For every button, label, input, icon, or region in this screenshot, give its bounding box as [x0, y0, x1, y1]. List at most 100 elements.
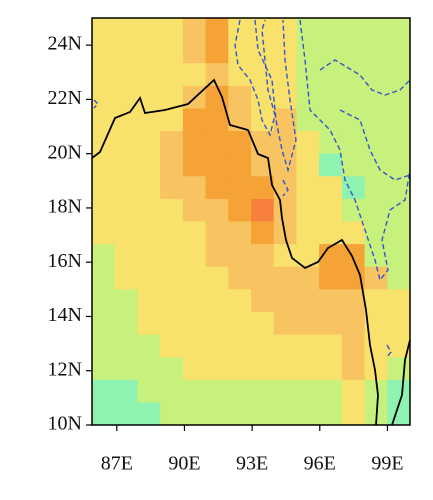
- grid-cell: [387, 198, 411, 222]
- grid-cell: [137, 334, 161, 358]
- grid-cell: [182, 153, 207, 177]
- grid-cell: [364, 357, 388, 381]
- grid-cell: [182, 63, 207, 87]
- grid-cell: [273, 63, 297, 87]
- grid-cell: [114, 131, 138, 155]
- grid-cell: [341, 402, 366, 426]
- contour: [234, 19, 276, 137]
- grid-cell: [114, 63, 138, 87]
- y-tick-label: 16N: [48, 250, 82, 272]
- grid-cell: [137, 40, 161, 64]
- grid-cell: [251, 40, 275, 64]
- contour: [386, 344, 392, 358]
- grid-cell: [364, 334, 388, 358]
- grid-cell: [182, 244, 207, 268]
- grid-cell: [92, 289, 116, 313]
- grid-cell: [160, 357, 184, 381]
- grid-cell: [341, 334, 366, 358]
- grid-cell: [296, 85, 320, 109]
- grid-cell: [114, 221, 138, 245]
- grid-cell: [228, 198, 252, 222]
- grid-cell: [364, 198, 388, 222]
- grid-cell: [205, 18, 229, 42]
- grid-cell: [160, 244, 184, 268]
- grid-cell: [137, 289, 161, 313]
- grid-cell: [387, 63, 411, 87]
- grid-cell: [387, 176, 411, 200]
- grid-cell: [137, 131, 161, 155]
- grid-cell: [251, 402, 275, 426]
- grid-cell: [364, 85, 388, 109]
- grid-cell: [92, 221, 116, 245]
- grid-cell: [341, 379, 366, 403]
- grid-cell: [387, 334, 411, 358]
- grid-cell: [137, 198, 161, 222]
- grid-cell: [92, 153, 116, 177]
- grid-cell: [273, 85, 297, 109]
- grid-cell: [364, 153, 388, 177]
- grid-cell: [182, 311, 207, 336]
- y-tick-label: 20N: [48, 141, 82, 163]
- grid-cell: [205, 266, 229, 290]
- grid-cell: [182, 334, 207, 358]
- grid-cell: [273, 379, 297, 403]
- grid-cell: [319, 198, 343, 222]
- grid-cell: [160, 40, 184, 64]
- grid-cell: [92, 176, 116, 200]
- grid-cell: [160, 108, 184, 132]
- y-tick-label: 12N: [48, 358, 82, 380]
- grid-cell: [114, 311, 138, 336]
- grid-cell: [341, 18, 366, 42]
- contour: [93, 99, 99, 109]
- grid-cell: [387, 379, 411, 403]
- grid-cell: [296, 266, 320, 290]
- grid-cell: [228, 153, 252, 177]
- grid-cell: [364, 176, 388, 200]
- grid-cell: [114, 108, 138, 132]
- grid-cell: [92, 266, 116, 290]
- grid-cell: [319, 244, 343, 268]
- grid-cell: [273, 357, 297, 381]
- grid-cell: [319, 266, 343, 290]
- grid-cell: [319, 334, 343, 358]
- grid-cell: [182, 18, 207, 42]
- grid-cell: [251, 334, 275, 358]
- grid-cell: [92, 198, 116, 222]
- grid-cell: [296, 311, 320, 336]
- x-tick-label: 96E: [304, 453, 336, 475]
- grid-cell: [137, 244, 161, 268]
- grid-cell: [341, 63, 366, 87]
- grid-cell: [319, 85, 343, 109]
- x-tick-label: 87E: [101, 453, 133, 475]
- grid-cell: [137, 108, 161, 132]
- grid-cell: [114, 402, 138, 426]
- grid-cell: [251, 357, 275, 381]
- grid-cell: [205, 402, 229, 426]
- grid-cell: [160, 379, 184, 403]
- grid-cell: [228, 334, 252, 358]
- grid-cell: [273, 334, 297, 358]
- grid-cell: [387, 40, 411, 64]
- grid-cell: [364, 379, 388, 403]
- grid-cell: [92, 379, 116, 403]
- grid-cell: [160, 289, 184, 313]
- grid-cell: [182, 176, 207, 200]
- grid-cell: [182, 266, 207, 290]
- grid-cell: [92, 85, 116, 109]
- grid-cell: [296, 244, 320, 268]
- grid-cell: [251, 18, 275, 42]
- grid-cell: [205, 357, 229, 381]
- grid-cell: [273, 289, 297, 313]
- grid-cell: [228, 266, 252, 290]
- grid-cell: [387, 85, 411, 109]
- contour: [299, 19, 411, 282]
- grid-cell: [114, 357, 138, 381]
- grid-cell: [137, 85, 161, 109]
- grid-cell: [160, 131, 184, 155]
- grid-cell: [319, 289, 343, 313]
- grid-cell: [205, 311, 229, 336]
- grid-cell: [137, 63, 161, 87]
- y-tick-label: 24N: [48, 33, 82, 55]
- x-tick-label: 90E: [168, 453, 200, 475]
